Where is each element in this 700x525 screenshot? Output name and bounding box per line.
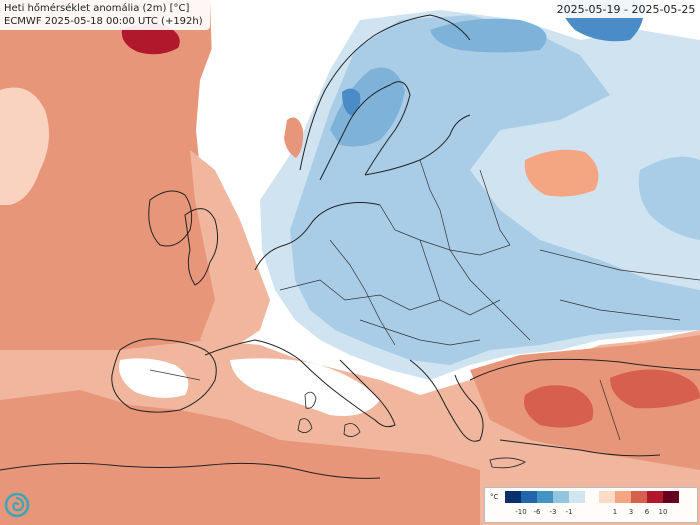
europe-colder xyxy=(330,67,405,147)
legend-tick-label: -10 xyxy=(515,508,527,516)
date-range-box: 2025-05-19 - 2025-05-25 xyxy=(552,0,700,18)
country-borders xyxy=(149,159,700,441)
model-run-info: ECMWF 2025-05-18 00:00 UTC (+192h) xyxy=(4,16,203,27)
legend-swatch-warm xyxy=(647,491,663,503)
legend-unit: °C xyxy=(490,493,499,501)
coastlines xyxy=(0,14,700,479)
map-title: Heti hőmérséklet anomália (2m) [°C] xyxy=(4,3,190,14)
atlantic-warm-area xyxy=(0,0,240,360)
east-hot xyxy=(610,369,700,409)
map-title-box: Heti hőmérséklet anomália (2m) [°C] ECMW… xyxy=(0,0,210,30)
atlantic-pale-patch xyxy=(0,87,49,205)
med-neutral xyxy=(230,358,380,416)
legend-swatch-warm xyxy=(663,491,679,503)
legend-tick-label: 3 xyxy=(628,508,634,516)
norway-warm xyxy=(284,117,304,158)
russia-warm-patch xyxy=(524,149,599,197)
legend-swatch-cold xyxy=(553,491,569,503)
legend-swatch-warm xyxy=(631,491,647,503)
turkey-hot xyxy=(524,385,594,428)
sweden-strong-cold xyxy=(342,88,361,116)
legend-tick-label: -3 xyxy=(549,508,557,516)
legend-tick-label: 1 xyxy=(612,508,618,516)
legend-swatch-cold xyxy=(521,491,537,503)
legend-tick-label: -6 xyxy=(533,508,541,516)
legend-swatch-warm xyxy=(615,491,631,503)
legend-tick-label: 10 xyxy=(658,508,668,516)
legend-tick-label: -1 xyxy=(565,508,573,516)
legend-swatch-cold xyxy=(505,491,521,503)
legend-swatch-warm xyxy=(599,491,615,503)
baltic-colder xyxy=(430,18,547,53)
small-islands xyxy=(297,391,526,469)
east-cold-lobe xyxy=(638,156,700,240)
legend-swatch-cold xyxy=(537,491,553,503)
legend-tick-label: 6 xyxy=(644,508,650,516)
legend-swatch-cold xyxy=(569,491,585,503)
date-range: 2025-05-19 - 2025-05-25 xyxy=(556,3,696,16)
iberia-neutral-patches xyxy=(119,358,189,398)
iceland-hot xyxy=(121,23,180,55)
color-legend: °C -10 -6 -3 -1 1 3 6 10 xyxy=(484,487,698,523)
provider-logo-icon xyxy=(4,492,30,518)
atlantic-light-warm xyxy=(190,150,270,350)
south-deeper-warm xyxy=(0,390,480,525)
